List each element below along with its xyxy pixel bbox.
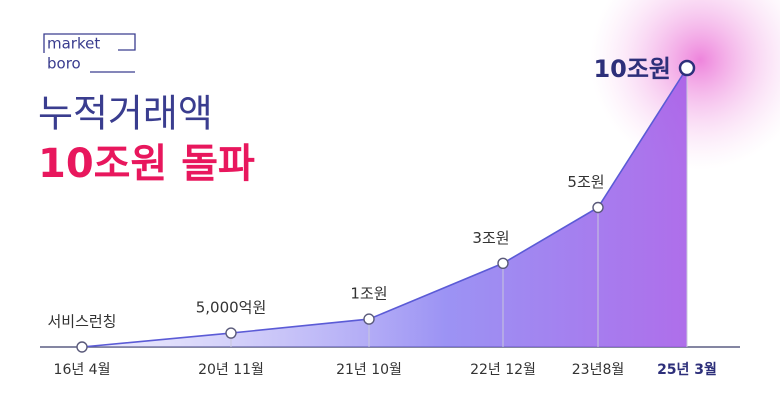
area (82, 68, 687, 347)
point (76, 341, 88, 353)
point (225, 327, 237, 339)
point (363, 313, 375, 325)
value-label: 5조원 (567, 173, 604, 191)
point (678, 59, 696, 77)
x-tick-label: 16년 4월 (54, 362, 111, 378)
value-label: 5,000억원 (196, 299, 267, 317)
chart-title: 누적거래액 (38, 92, 213, 136)
value-label: 1조원 (350, 285, 387, 303)
value-label: 10조원 (593, 55, 671, 83)
logo: market boro (43, 33, 136, 73)
value-label: 3조원 (472, 229, 509, 247)
point (592, 201, 604, 214)
x-tick-label: 20년 11월 (198, 362, 264, 378)
logo-text: boro (47, 55, 81, 73)
x-tick-label: 23년8월 (572, 362, 624, 378)
x-tick-label: 25년 3월 (657, 361, 717, 378)
value-label: 서비스런칭 (47, 313, 116, 331)
logo-text: market (47, 35, 100, 53)
chart-subtitle: 10조원 돌파 (38, 141, 255, 187)
x-tick-label: 22년 12월 (470, 362, 536, 378)
x-tick-label: 21년 10월 (336, 362, 402, 378)
line (81, 67, 688, 348)
point (497, 257, 509, 269)
logo-frame (43, 33, 136, 73)
